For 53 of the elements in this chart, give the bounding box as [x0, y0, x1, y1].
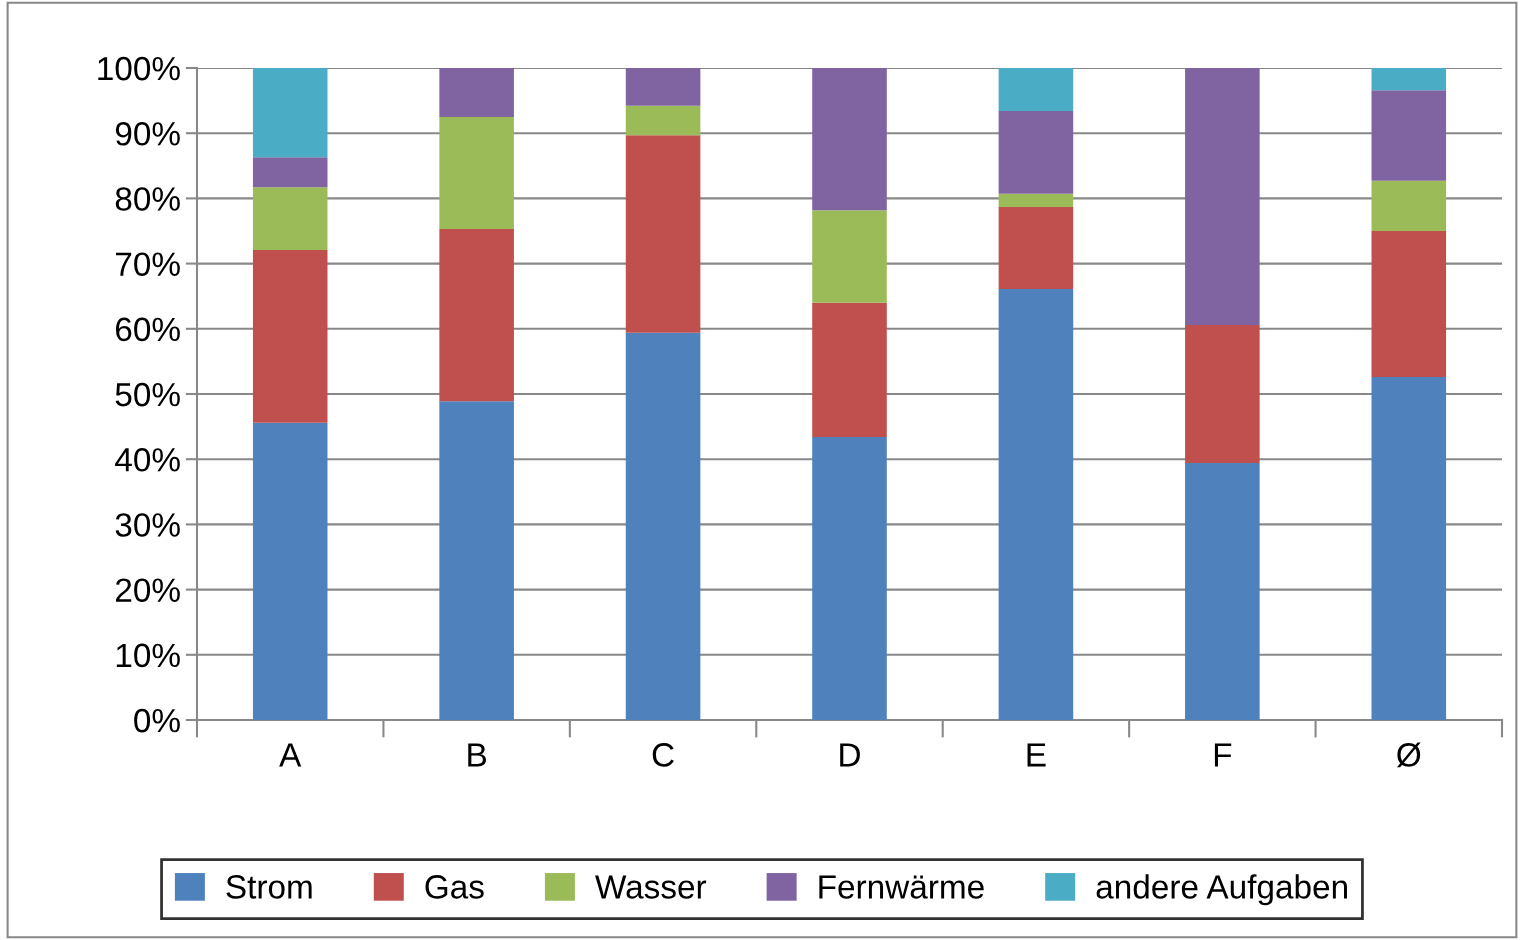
bar: [812, 210, 887, 303]
bar: [998, 206, 1074, 290]
bar: [439, 68, 514, 117]
bar: [998, 68, 1074, 112]
legend-label: Fernwärme: [819, 875, 984, 899]
y-tick-label: 10%: [116, 643, 180, 668]
y-tick-label: 60%: [116, 317, 180, 342]
x-tick-label: Ø: [1396, 742, 1421, 768]
bar: [625, 68, 701, 106]
bar: [625, 135, 701, 333]
y-tick-label: 90%: [115, 122, 180, 146]
y-tick-label: 80%: [115, 187, 180, 211]
bar: [1185, 463, 1260, 720]
y-tick-label: 100%: [98, 56, 180, 81]
bar: [998, 289, 1074, 720]
bar: [812, 302, 887, 438]
legend-label: Strom: [226, 875, 312, 899]
bar: [998, 111, 1074, 194]
x-tick-label: E: [1027, 743, 1046, 767]
x-tick-label: C: [652, 743, 674, 767]
bar: [625, 332, 701, 720]
x-tick-label: A: [279, 743, 302, 767]
bar: [252, 68, 328, 158]
y-tick-label: 0%: [134, 708, 180, 733]
bar: [1371, 180, 1447, 231]
y-tick-label: 20%: [115, 578, 180, 603]
y-tick-label: 40%: [115, 448, 180, 472]
bar: [252, 422, 328, 720]
bar: [252, 157, 328, 188]
bar: [812, 437, 887, 720]
x-tick-label: F: [1214, 743, 1232, 767]
bar: [1185, 68, 1260, 325]
bar: [625, 105, 701, 136]
bar: [1185, 324, 1260, 464]
bar: [439, 116, 514, 230]
legend-label: Gas: [425, 875, 484, 899]
bar: [439, 401, 514, 720]
bar: [1371, 90, 1447, 181]
legend-label: Wasser: [595, 875, 707, 899]
bar: [252, 187, 328, 250]
bar: [1371, 377, 1447, 720]
y-tick-label: 30%: [115, 513, 180, 537]
bar: [1371, 231, 1447, 378]
bar: [998, 193, 1074, 207]
y-tick-label: 50%: [115, 382, 180, 407]
legend-label: andere Aufgaben: [1096, 874, 1347, 906]
y-tick-label: 70%: [116, 252, 180, 277]
x-tick-label: B: [468, 743, 486, 767]
x-tick-label: D: [840, 743, 860, 767]
bar: [252, 249, 328, 423]
bar: [812, 68, 887, 211]
bar: [439, 229, 514, 402]
bar: [1371, 68, 1447, 91]
